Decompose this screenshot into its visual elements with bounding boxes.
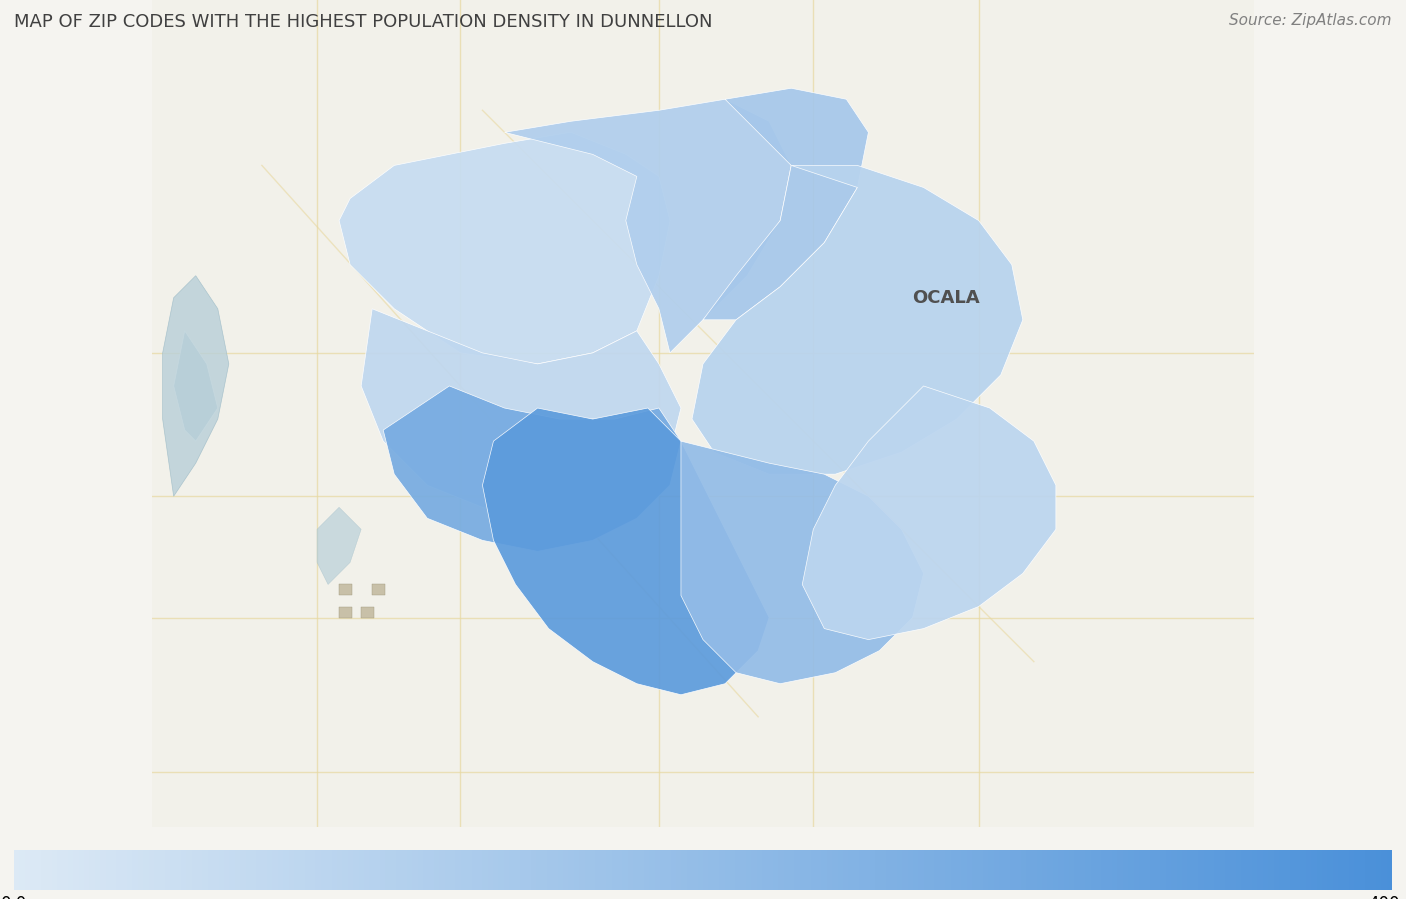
Polygon shape	[505, 99, 792, 353]
Polygon shape	[174, 331, 218, 441]
Polygon shape	[361, 308, 681, 519]
Polygon shape	[384, 386, 681, 551]
Polygon shape	[803, 386, 1056, 639]
Polygon shape	[703, 88, 869, 320]
Bar	[361, 607, 374, 618]
Polygon shape	[163, 276, 229, 496]
Bar	[339, 584, 353, 595]
Polygon shape	[316, 507, 361, 584]
Text: MAP OF ZIP CODES WITH THE HIGHEST POPULATION DENSITY IN DUNNELLON: MAP OF ZIP CODES WITH THE HIGHEST POPULA…	[14, 13, 713, 31]
Bar	[339, 607, 353, 618]
Bar	[373, 584, 385, 595]
Polygon shape	[681, 441, 924, 684]
Polygon shape	[339, 132, 669, 364]
Polygon shape	[482, 408, 769, 695]
Text: OCALA: OCALA	[912, 289, 980, 307]
Polygon shape	[692, 165, 1022, 474]
Text: Source: ZipAtlas.com: Source: ZipAtlas.com	[1229, 13, 1392, 29]
